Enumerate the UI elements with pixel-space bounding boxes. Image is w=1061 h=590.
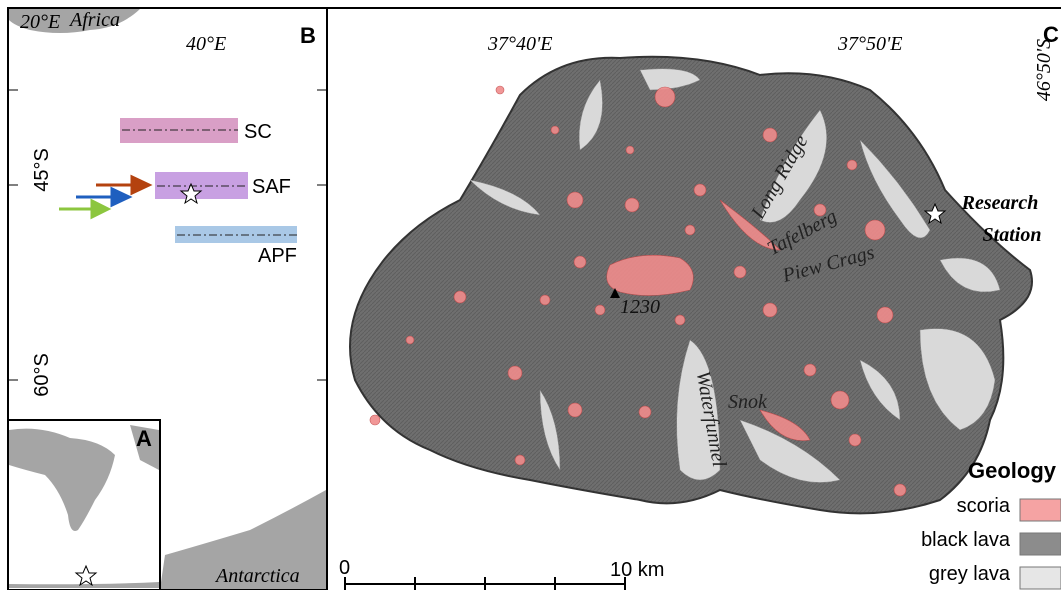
legend-swatch	[1020, 533, 1061, 555]
panel-label: A	[136, 426, 152, 451]
legend-title: Geology	[968, 458, 1057, 483]
lon-label: 20°E	[20, 11, 60, 33]
lat-label: 46°50'S	[1033, 39, 1055, 101]
panel-a: A	[8, 420, 160, 590]
lat-label: 45°S	[31, 148, 53, 192]
scale-bar	[345, 577, 625, 590]
place-label: Snok	[728, 391, 768, 413]
legend-label: grey lava	[929, 563, 1011, 585]
panel-label: B	[300, 23, 316, 48]
front-label: APF	[258, 245, 297, 267]
legend-label: scoria	[957, 495, 1011, 517]
legend-swatch	[1020, 499, 1061, 521]
lon-label: 37°40'E	[487, 33, 553, 55]
station-label: Station	[983, 224, 1042, 246]
scale-label: 0	[339, 557, 350, 579]
lon-label: 40°E	[186, 33, 226, 55]
legend-swatch	[1020, 567, 1061, 589]
station-label: Research	[961, 192, 1039, 214]
legend-label: black lava	[921, 529, 1011, 551]
continent-label: Antarctica	[214, 565, 300, 587]
continent-label: Africa	[68, 9, 120, 31]
scale-label: 10 km	[610, 559, 664, 581]
front-label: SAF	[252, 176, 291, 198]
lon-label: 37°50'E	[837, 33, 903, 55]
summit-label: 1230	[620, 296, 660, 318]
front-label: SC	[244, 121, 272, 143]
lat-label: 60°S	[31, 353, 53, 397]
panel-c: 37°40'E 37°50'E C 46°50'S Long Ridge Taf…	[327, 8, 1061, 590]
figure: 20°E Africa 40°E B 45°S 60°S SC SAF APF …	[0, 0, 1061, 590]
